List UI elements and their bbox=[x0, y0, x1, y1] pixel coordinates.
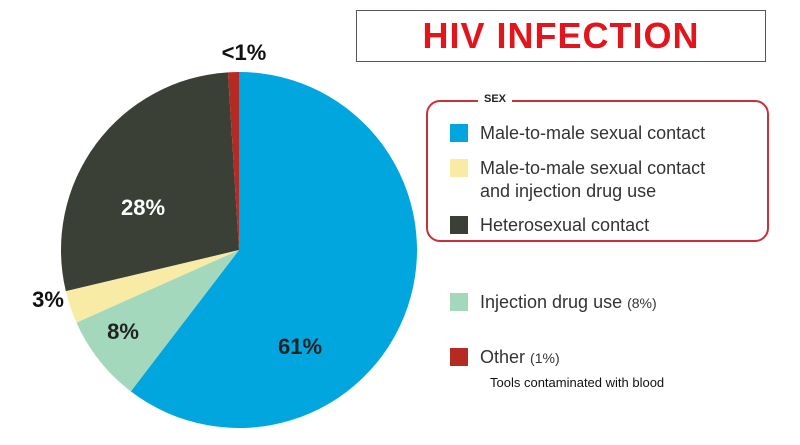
pie-slice-3 bbox=[65, 250, 239, 323]
legend-item-heterosexual: Heterosexual contact bbox=[450, 214, 649, 237]
sex-group-caption: SEX bbox=[478, 93, 513, 105]
pie-slice-1 bbox=[130, 72, 418, 428]
legend-swatch-male-to-male-idu bbox=[450, 159, 468, 177]
chart-title: HIV INFECTION bbox=[422, 15, 700, 56]
legend-label-male-to-male-idu-line2: and injection drug use bbox=[480, 181, 657, 201]
pie-chart: 61% 8% 3% 28% <1% bbox=[32, 40, 418, 428]
pie-label-4: 28% bbox=[121, 195, 165, 220]
legend-item-male-to-male: Male-to-male sexual contact bbox=[450, 122, 705, 145]
legend-label-male-to-male-idu-line1: Male-to-male sexual contact bbox=[480, 158, 706, 178]
pie-label-1: 61% bbox=[278, 334, 322, 359]
legend-item-male-to-male-idu: Male-to-male sexual contact and injectio… bbox=[450, 157, 705, 203]
legend-swatch-idu bbox=[450, 293, 468, 311]
legend-swatch-heterosexual bbox=[450, 216, 468, 234]
pie-slice-4 bbox=[61, 72, 240, 292]
legend-note-other: (1%) bbox=[530, 350, 560, 366]
legend-text-idu: Injection drug use bbox=[480, 292, 623, 312]
legend-swatch-male-to-male bbox=[450, 124, 468, 142]
legend-note-idu: (8%) bbox=[627, 295, 657, 311]
pie-label-3: 3% bbox=[32, 287, 64, 312]
legend-label-other: Other (1%) bbox=[480, 346, 560, 370]
legend-label-male-to-male: Male-to-male sexual contact bbox=[480, 123, 706, 143]
pie-label-2: 8% bbox=[107, 319, 139, 344]
legend-label-idu: Injection drug use (8%) bbox=[480, 291, 657, 315]
sex-legend-group: SEX bbox=[426, 93, 769, 242]
legend-label-male-to-male-idu: Male-to-male sexual contact and injectio… bbox=[480, 157, 705, 203]
pie-slice-5 bbox=[227, 72, 239, 250]
legend-item-idu: Injection drug use (8%) bbox=[450, 291, 657, 315]
title-box: HIV INFECTION bbox=[356, 10, 766, 62]
legend-swatch-other bbox=[450, 348, 468, 366]
legend-label-heterosexual: Heterosexual contact bbox=[480, 215, 650, 235]
legend-item-other: Other (1%) bbox=[450, 346, 560, 370]
pie-label-5: <1% bbox=[222, 40, 267, 65]
legend-text-other: Other bbox=[480, 347, 526, 367]
pie-slice-2 bbox=[76, 250, 240, 392]
other-detail-note: Tools contaminated with blood bbox=[490, 375, 665, 390]
